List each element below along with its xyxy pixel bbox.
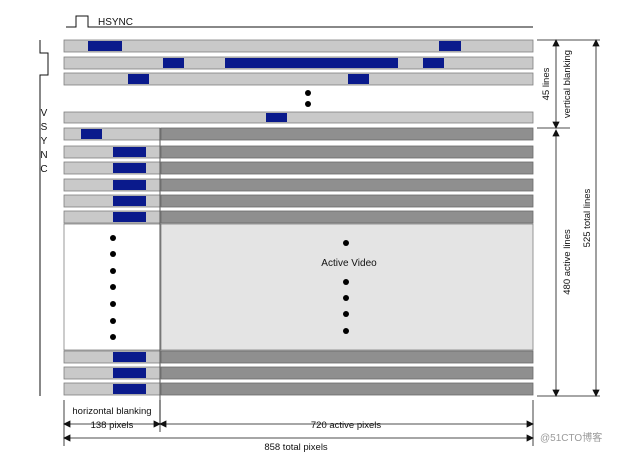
ellipsis-dot: [110, 318, 116, 324]
hsync-pulse: [113, 212, 146, 222]
active-line: [160, 194, 534, 208]
hsync-pulse: [113, 163, 146, 173]
hsync-pulse: [113, 180, 146, 190]
ellipsis-dot: [343, 279, 349, 285]
hsync-pulse: [113, 384, 146, 394]
vertical-blanking-rows: [63, 39, 534, 124]
ellipsis-dot: [110, 251, 116, 257]
vertical-blanking-label: vertical blanking: [562, 50, 573, 118]
ellipsis-dot: [110, 235, 116, 241]
hsync-waveform: [66, 15, 533, 28]
active-rows: Active Video: [63, 127, 534, 424]
vsync-letter: C: [40, 164, 47, 175]
pixels-138-label: 138 pixels: [91, 420, 134, 431]
active-pixels-label: 720 active pixels: [311, 420, 381, 431]
blanking-line: [63, 111, 534, 124]
ellipsis-dot: [343, 240, 349, 246]
hsync-pulse: [113, 352, 146, 362]
vsync-letter: V: [41, 108, 48, 119]
active-line: [160, 161, 534, 175]
active-lines-label: 480 active lines: [562, 229, 573, 295]
active-line: [160, 382, 534, 396]
vsync-pulse: [225, 58, 398, 68]
hsync-pulse: [266, 113, 287, 122]
ellipsis-dot: [305, 101, 311, 107]
ellipsis-dot: [110, 334, 116, 340]
horizontal-dimensions: [63, 400, 534, 446]
vertical-dimensions: [537, 39, 600, 397]
hsync-pulse: [128, 74, 149, 84]
vsync-letter: S: [41, 122, 48, 133]
hsync-pulse: [113, 147, 146, 157]
vsync-waveform: [39, 40, 49, 396]
horizontal-blanking-label: horizontal blanking: [72, 406, 151, 417]
ellipsis-dot: [343, 311, 349, 317]
active-line: [160, 350, 534, 364]
ellipsis-dot: [305, 90, 311, 96]
vsync-letter: Y: [41, 136, 48, 147]
active-video-label: Active Video: [321, 258, 377, 269]
vsync-label: V S Y N C: [40, 108, 47, 175]
hsync-pulse: [439, 41, 461, 51]
hsync-pulse: [163, 58, 184, 68]
active-line: [160, 145, 534, 159]
total-lines-label: 525 total lines: [582, 188, 593, 247]
hsync-pulse: [81, 129, 102, 139]
hsync-pulse: [113, 196, 146, 206]
ellipsis-dot: [110, 284, 116, 290]
ellipsis-dot: [343, 328, 349, 334]
lines-45-label: 45 lines: [541, 67, 552, 100]
blanking-line: [63, 72, 534, 86]
hsync-pulse: [88, 41, 122, 51]
hsync-pulse: [348, 74, 369, 84]
hsync-pulse: [113, 368, 146, 378]
vsync-letter: N: [40, 150, 47, 161]
ellipsis-dot: [110, 301, 116, 307]
ellipsis-dot: [110, 268, 116, 274]
active-line: [160, 366, 534, 380]
hblank-segment: [63, 127, 161, 141]
blanking-line: [63, 39, 534, 53]
active-line: [160, 178, 534, 192]
total-pixels-label: 858 total pixels: [264, 442, 328, 453]
ellipsis-dot: [343, 295, 349, 301]
active-line: [160, 127, 534, 141]
hsync-label: HSYNC: [98, 17, 133, 28]
active-line: [160, 210, 534, 224]
watermark: @51CTO博客: [540, 431, 602, 444]
hsync-pulse: [423, 58, 444, 68]
